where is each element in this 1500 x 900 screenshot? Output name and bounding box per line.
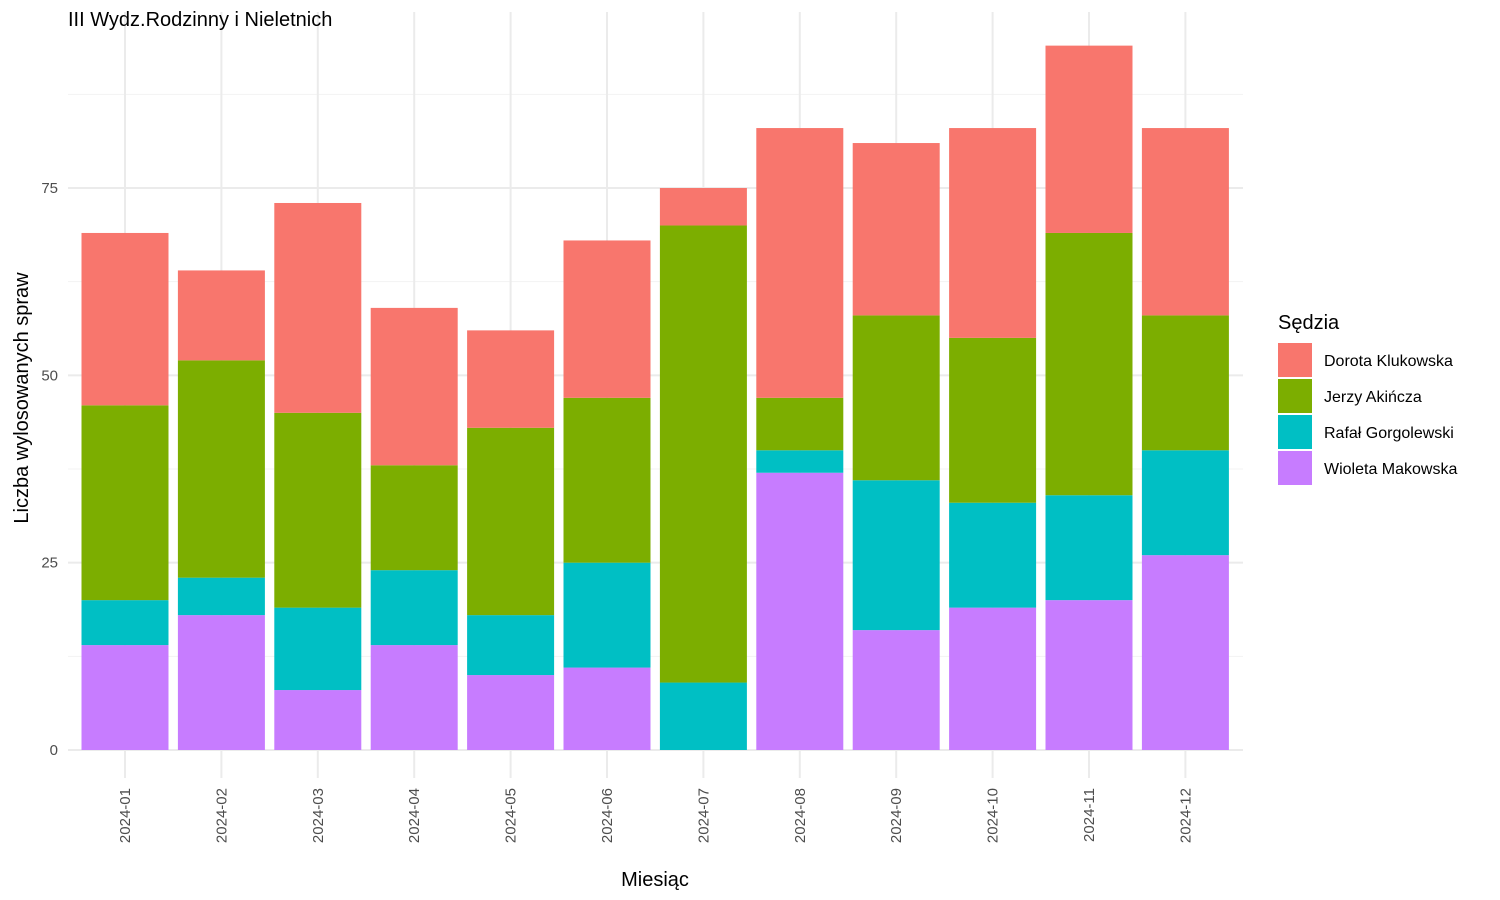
bar-segment-2024-02-dorota-klukowska [177, 270, 265, 361]
bar-segment-2024-02-rafał-gorgolewski [177, 577, 265, 616]
bar-segment-2024-11-dorota-klukowska [1045, 45, 1133, 233]
bar-segment-2024-10-jerzy-akińcza [949, 337, 1037, 503]
bar-segment-2024-05-jerzy-akińcza [467, 427, 555, 616]
x-tick-label: 2024-07 [695, 788, 712, 843]
bar-segment-2024-09-dorota-klukowska [852, 143, 940, 316]
legend-title: Sędzia [1278, 312, 1340, 334]
bar-segment-2024-11-wioleta-makowska [1045, 600, 1133, 750]
x-axis-title: Miesiąc [621, 869, 689, 891]
bar-segment-2024-03-dorota-klukowska [274, 202, 362, 413]
bar-segment-2024-08-rafał-gorgolewski [756, 450, 844, 473]
legend: Sędzia Dorota Klukowska Jerzy Akińcza Rafa… [1278, 312, 1457, 485]
bar-segment-2024-12-rafał-gorgolewski [1141, 450, 1229, 556]
y-axis-title: Liczba wylosowanych spraw [11, 272, 33, 524]
y-axis-ticks: 0 25 50 75 [41, 180, 58, 759]
x-tick-label: 2024-08 [792, 788, 809, 843]
legend-swatch [1278, 379, 1312, 413]
x-tick-label: 2024-06 [599, 788, 616, 843]
bar-segment-2024-01-dorota-klukowska [81, 232, 169, 406]
y-tick-label: 75 [41, 180, 58, 197]
legend-label: Dorota Klukowska [1324, 353, 1453, 370]
bar-segment-2024-06-jerzy-akińcza [563, 397, 651, 563]
bars [81, 45, 1229, 750]
bar-segment-2024-10-dorota-klukowska [949, 128, 1037, 338]
x-tick-label: 2024-01 [117, 788, 134, 843]
bar-segment-2024-04-rafał-gorgolewski [370, 570, 458, 646]
bar-segment-2024-01-rafał-gorgolewski [81, 600, 169, 646]
legend-items: Dorota Klukowska Jerzy Akińcza Rafał Gorgo… [1278, 343, 1457, 485]
bar-segment-2024-01-wioleta-makowska [81, 645, 169, 750]
bar-segment-2024-10-wioleta-makowska [949, 607, 1037, 750]
bar-segment-2024-08-jerzy-akińcza [756, 397, 844, 451]
bar-segment-2024-06-dorota-klukowska [563, 240, 651, 398]
chart-title: III Wydz.Rodzinny i Nieletnich [68, 9, 332, 31]
bar-segment-2024-11-rafał-gorgolewski [1045, 495, 1133, 601]
y-tick-label: 25 [41, 555, 58, 572]
bar-segment-2024-04-wioleta-makowska [370, 645, 458, 750]
bar-segment-2024-03-wioleta-makowska [274, 690, 362, 750]
bar-segment-2024-06-rafał-gorgolewski [563, 562, 651, 668]
bar-segment-2024-03-rafał-gorgolewski [274, 607, 362, 691]
x-axis-ticks: 2024-01 2024-02 2024-03 2024-04 2024-05 2024-… [117, 788, 1194, 843]
bar-segment-2024-09-wioleta-makowska [852, 630, 940, 750]
bar-segment-2024-06-wioleta-makowska [563, 667, 651, 750]
bar-segment-2024-10-rafał-gorgolewski [949, 502, 1037, 608]
bar-segment-2024-12-jerzy-akińcza [1141, 315, 1229, 451]
x-tick-label: 2024-03 [310, 788, 327, 843]
bar-segment-2024-09-jerzy-akińcza [852, 315, 940, 481]
x-tick-label: 2024-11 [1081, 788, 1098, 842]
legend-label: Wioleta Makowska [1324, 461, 1457, 478]
legend-swatch [1278, 343, 1312, 377]
bar-segment-2024-05-dorota-klukowska [467, 330, 555, 428]
x-tick-label: 2024-05 [503, 788, 520, 843]
bar-segment-2024-05-rafał-gorgolewski [467, 615, 555, 676]
bar-segment-2024-02-wioleta-makowska [177, 615, 265, 750]
bar-segment-2024-03-jerzy-akińcza [274, 412, 362, 608]
legend-label: Jerzy Akińcza [1324, 389, 1422, 406]
bar-segment-2024-04-jerzy-akińcza [370, 465, 458, 571]
x-tick-label: 2024-04 [406, 788, 423, 843]
x-tick-label: 2024-10 [985, 788, 1002, 843]
bar-segment-2024-12-dorota-klukowska [1141, 128, 1229, 316]
y-tick-label: 50 [41, 367, 58, 384]
x-tick-label: 2024-09 [888, 788, 905, 843]
bar-segment-2024-09-rafał-gorgolewski [852, 480, 940, 631]
bar-segment-2024-01-jerzy-akińcza [81, 405, 169, 601]
bar-segment-2024-07-jerzy-akińcza [659, 225, 747, 683]
legend-swatch [1278, 415, 1312, 449]
bar-segment-2024-07-dorota-klukowska [659, 188, 747, 226]
x-tick-label: 2024-12 [1177, 788, 1194, 843]
bar-segment-2024-07-rafał-gorgolewski [659, 682, 747, 750]
bar-segment-2024-04-dorota-klukowska [370, 307, 458, 466]
bar-segment-2024-08-wioleta-makowska [756, 472, 844, 750]
legend-swatch [1278, 451, 1312, 485]
bar-segment-2024-12-wioleta-makowska [1141, 555, 1229, 750]
bar-segment-2024-02-jerzy-akińcza [177, 360, 265, 578]
bar-segment-2024-11-jerzy-akińcza [1045, 232, 1133, 496]
x-tick-label: 2024-02 [213, 788, 230, 843]
legend-label: Rafał Gorgolewski [1324, 425, 1454, 442]
bar-segment-2024-05-wioleta-makowska [467, 675, 555, 750]
y-tick-label: 0 [50, 742, 58, 759]
bar-segment-2024-08-dorota-klukowska [756, 128, 844, 398]
